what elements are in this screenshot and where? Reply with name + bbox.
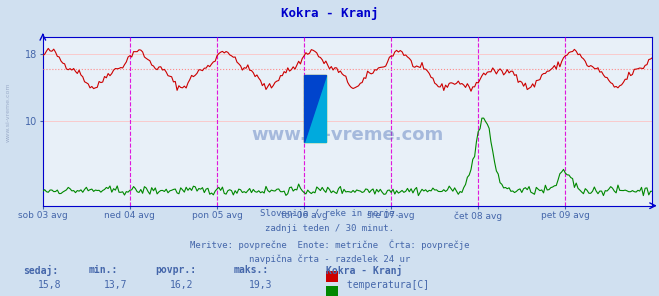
Text: min.:: min.:: [89, 265, 119, 275]
Text: Slovenija / reke in morje.: Slovenija / reke in morje.: [260, 209, 399, 218]
Text: 16,2: 16,2: [169, 280, 193, 290]
Text: zadnji teden / 30 minut.: zadnji teden / 30 minut.: [265, 224, 394, 233]
Text: 13,7: 13,7: [103, 280, 127, 290]
Text: temperatura[C]: temperatura[C]: [341, 280, 430, 290]
Text: maks.:: maks.:: [234, 265, 269, 275]
Text: Meritve: povprečne  Enote: metrične  Črta: povprečje: Meritve: povprečne Enote: metrične Črta:…: [190, 239, 469, 250]
Text: Kokra - Kranj: Kokra - Kranj: [281, 7, 378, 20]
Text: 19,3: 19,3: [248, 280, 272, 290]
Text: www.si-vreme.com: www.si-vreme.com: [5, 83, 11, 142]
Text: www.si-vreme.com: www.si-vreme.com: [252, 126, 444, 144]
Text: 15,8: 15,8: [38, 280, 61, 290]
Bar: [304, 75, 326, 142]
Text: sedaj:: sedaj:: [23, 265, 58, 276]
Polygon shape: [304, 75, 326, 142]
Text: navpična črta - razdelek 24 ur: navpična črta - razdelek 24 ur: [249, 255, 410, 264]
Polygon shape: [304, 75, 326, 142]
Text: povpr.:: povpr.:: [155, 265, 196, 275]
Text: Kokra - Kranj: Kokra - Kranj: [326, 265, 403, 276]
